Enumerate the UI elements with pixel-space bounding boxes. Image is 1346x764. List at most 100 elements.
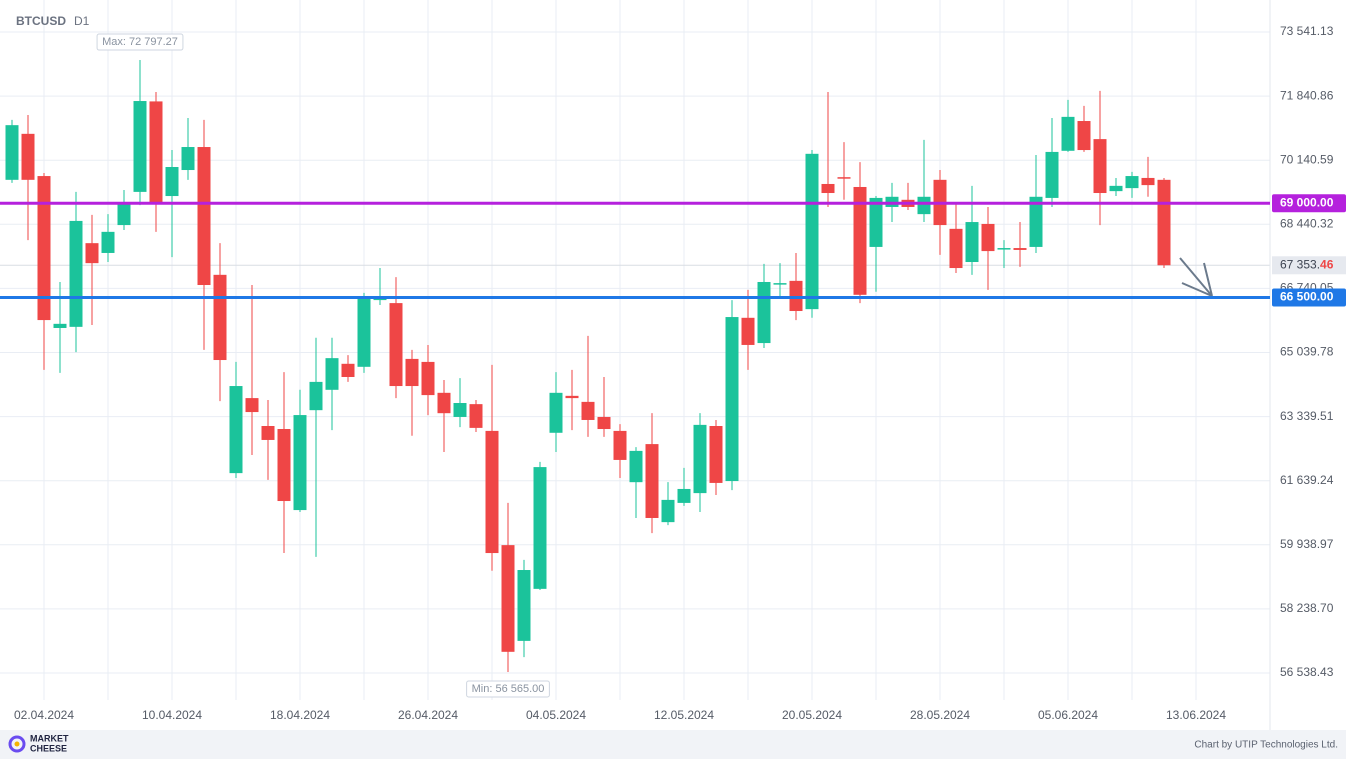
- candle-body: [21, 133, 35, 180]
- candle-body: [613, 430, 627, 460]
- candle-body: [181, 147, 195, 171]
- candle-body: [165, 167, 179, 197]
- candle-body: [293, 415, 307, 511]
- x-tick-label: 13.06.2024: [1166, 708, 1226, 722]
- level-box: [1272, 194, 1346, 213]
- candle-body: [517, 570, 531, 641]
- timeframe: D1: [74, 14, 90, 28]
- candle-body: [501, 545, 515, 652]
- x-tick-label: 02.04.2024: [14, 708, 74, 722]
- candle-body: [469, 404, 483, 428]
- candle-body: [245, 398, 259, 413]
- x-tick-label: 05.06.2024: [1038, 708, 1098, 722]
- candle-body: [37, 176, 51, 321]
- credit: Chart by UTIP Technologies Ltd.: [1194, 740, 1338, 751]
- brand-logo: MARKET CHEESE: [8, 733, 69, 753]
- candle-body: [693, 424, 707, 494]
- y-tick-label: 70 140.59: [1280, 152, 1334, 166]
- x-tick-label: 04.05.2024: [526, 708, 586, 722]
- candle-body: [757, 281, 771, 344]
- candle-body: [773, 283, 787, 285]
- candle-body: [85, 243, 99, 264]
- y-tick-label: 73 541.13: [1280, 24, 1334, 38]
- candle-body: [581, 401, 595, 420]
- candle-body: [485, 430, 499, 554]
- candle-body: [821, 183, 835, 194]
- level-label: 66 500.00: [1280, 290, 1334, 304]
- candle-body: [853, 186, 867, 295]
- annotation-box: [466, 680, 550, 698]
- min-annotation: Min: 56 565.00: [466, 680, 550, 698]
- candle-body: [261, 426, 275, 440]
- candle-body: [597, 416, 611, 430]
- level-label: 69 000.00: [1280, 195, 1334, 209]
- max-annotation: Max: 72 797.27: [96, 33, 184, 51]
- candle-body: [1157, 179, 1171, 266]
- candle-body: [5, 125, 19, 180]
- y-tick-label: 59 938.97: [1280, 537, 1334, 551]
- grid: [0, 0, 1270, 700]
- candle-body: [229, 386, 243, 474]
- y-tick-label: 61 639.24: [1280, 473, 1334, 487]
- y-tick-label: 71 840.86: [1280, 88, 1334, 102]
- candle-body: [1013, 248, 1027, 250]
- annotation-label: Max: 72 797.27: [102, 36, 178, 48]
- candle-body: [453, 403, 467, 417]
- y-tick-label: 63 339.51: [1280, 409, 1334, 423]
- x-tick-label: 26.04.2024: [398, 708, 458, 722]
- candle-body: [69, 220, 83, 327]
- candle-body: [949, 228, 963, 269]
- candle-body: [357, 297, 371, 367]
- logo-dot: [14, 741, 20, 747]
- candle-body: [677, 488, 691, 503]
- candle-body: [1093, 139, 1107, 194]
- brand-name: MARKET: [30, 733, 69, 743]
- annotation-box: [96, 33, 184, 51]
- candle-body: [645, 444, 659, 518]
- x-tick-label: 20.05.2024: [782, 708, 842, 722]
- y-tick-label: 56 538.43: [1280, 665, 1334, 679]
- candle-body: [1061, 116, 1075, 151]
- candle-body: [405, 358, 419, 387]
- x-tick-label: 18.04.2024: [270, 708, 330, 722]
- candle-body: [869, 197, 883, 247]
- candle-body: [965, 222, 979, 263]
- candle-body: [101, 231, 115, 253]
- y-tick-label: 65 039.78: [1280, 345, 1334, 359]
- symbol: BTCUSD: [16, 14, 66, 28]
- candle-body: [1141, 177, 1155, 186]
- x-tick-label: 28.05.2024: [910, 708, 970, 722]
- current-price-box: [1272, 256, 1346, 275]
- candle-body: [389, 303, 403, 387]
- candle-body: [549, 392, 563, 433]
- candle-body: [661, 499, 675, 523]
- candle-body: [213, 274, 227, 361]
- candle-body: [1029, 196, 1043, 247]
- annotation-label: Min: 56 565.00: [472, 683, 545, 695]
- candle-body: [149, 101, 163, 203]
- x-tick-label: 10.04.2024: [142, 708, 202, 722]
- candle-body: [741, 317, 755, 345]
- candle-body: [709, 426, 723, 483]
- current-price-label: 67 353.46: [1280, 257, 1334, 271]
- candle-body: [533, 467, 547, 589]
- candle-body: [133, 101, 147, 192]
- candle-body: [565, 395, 579, 399]
- candle-body: [197, 147, 211, 286]
- footer: [0, 730, 1346, 759]
- candle-body: [1045, 151, 1059, 198]
- candle-body: [1077, 121, 1091, 151]
- candle-body: [1125, 176, 1139, 189]
- candle-body: [341, 363, 355, 377]
- plot-area: [5, 60, 1171, 672]
- candle-body: [421, 361, 435, 396]
- candle-body: [437, 392, 451, 414]
- candle-body: [837, 177, 851, 179]
- y-tick-label: 68 440.32: [1280, 216, 1334, 230]
- candle-body: [325, 358, 339, 390]
- candle-body: [917, 196, 931, 215]
- candle-body: [629, 450, 643, 483]
- candle-body: [277, 429, 291, 502]
